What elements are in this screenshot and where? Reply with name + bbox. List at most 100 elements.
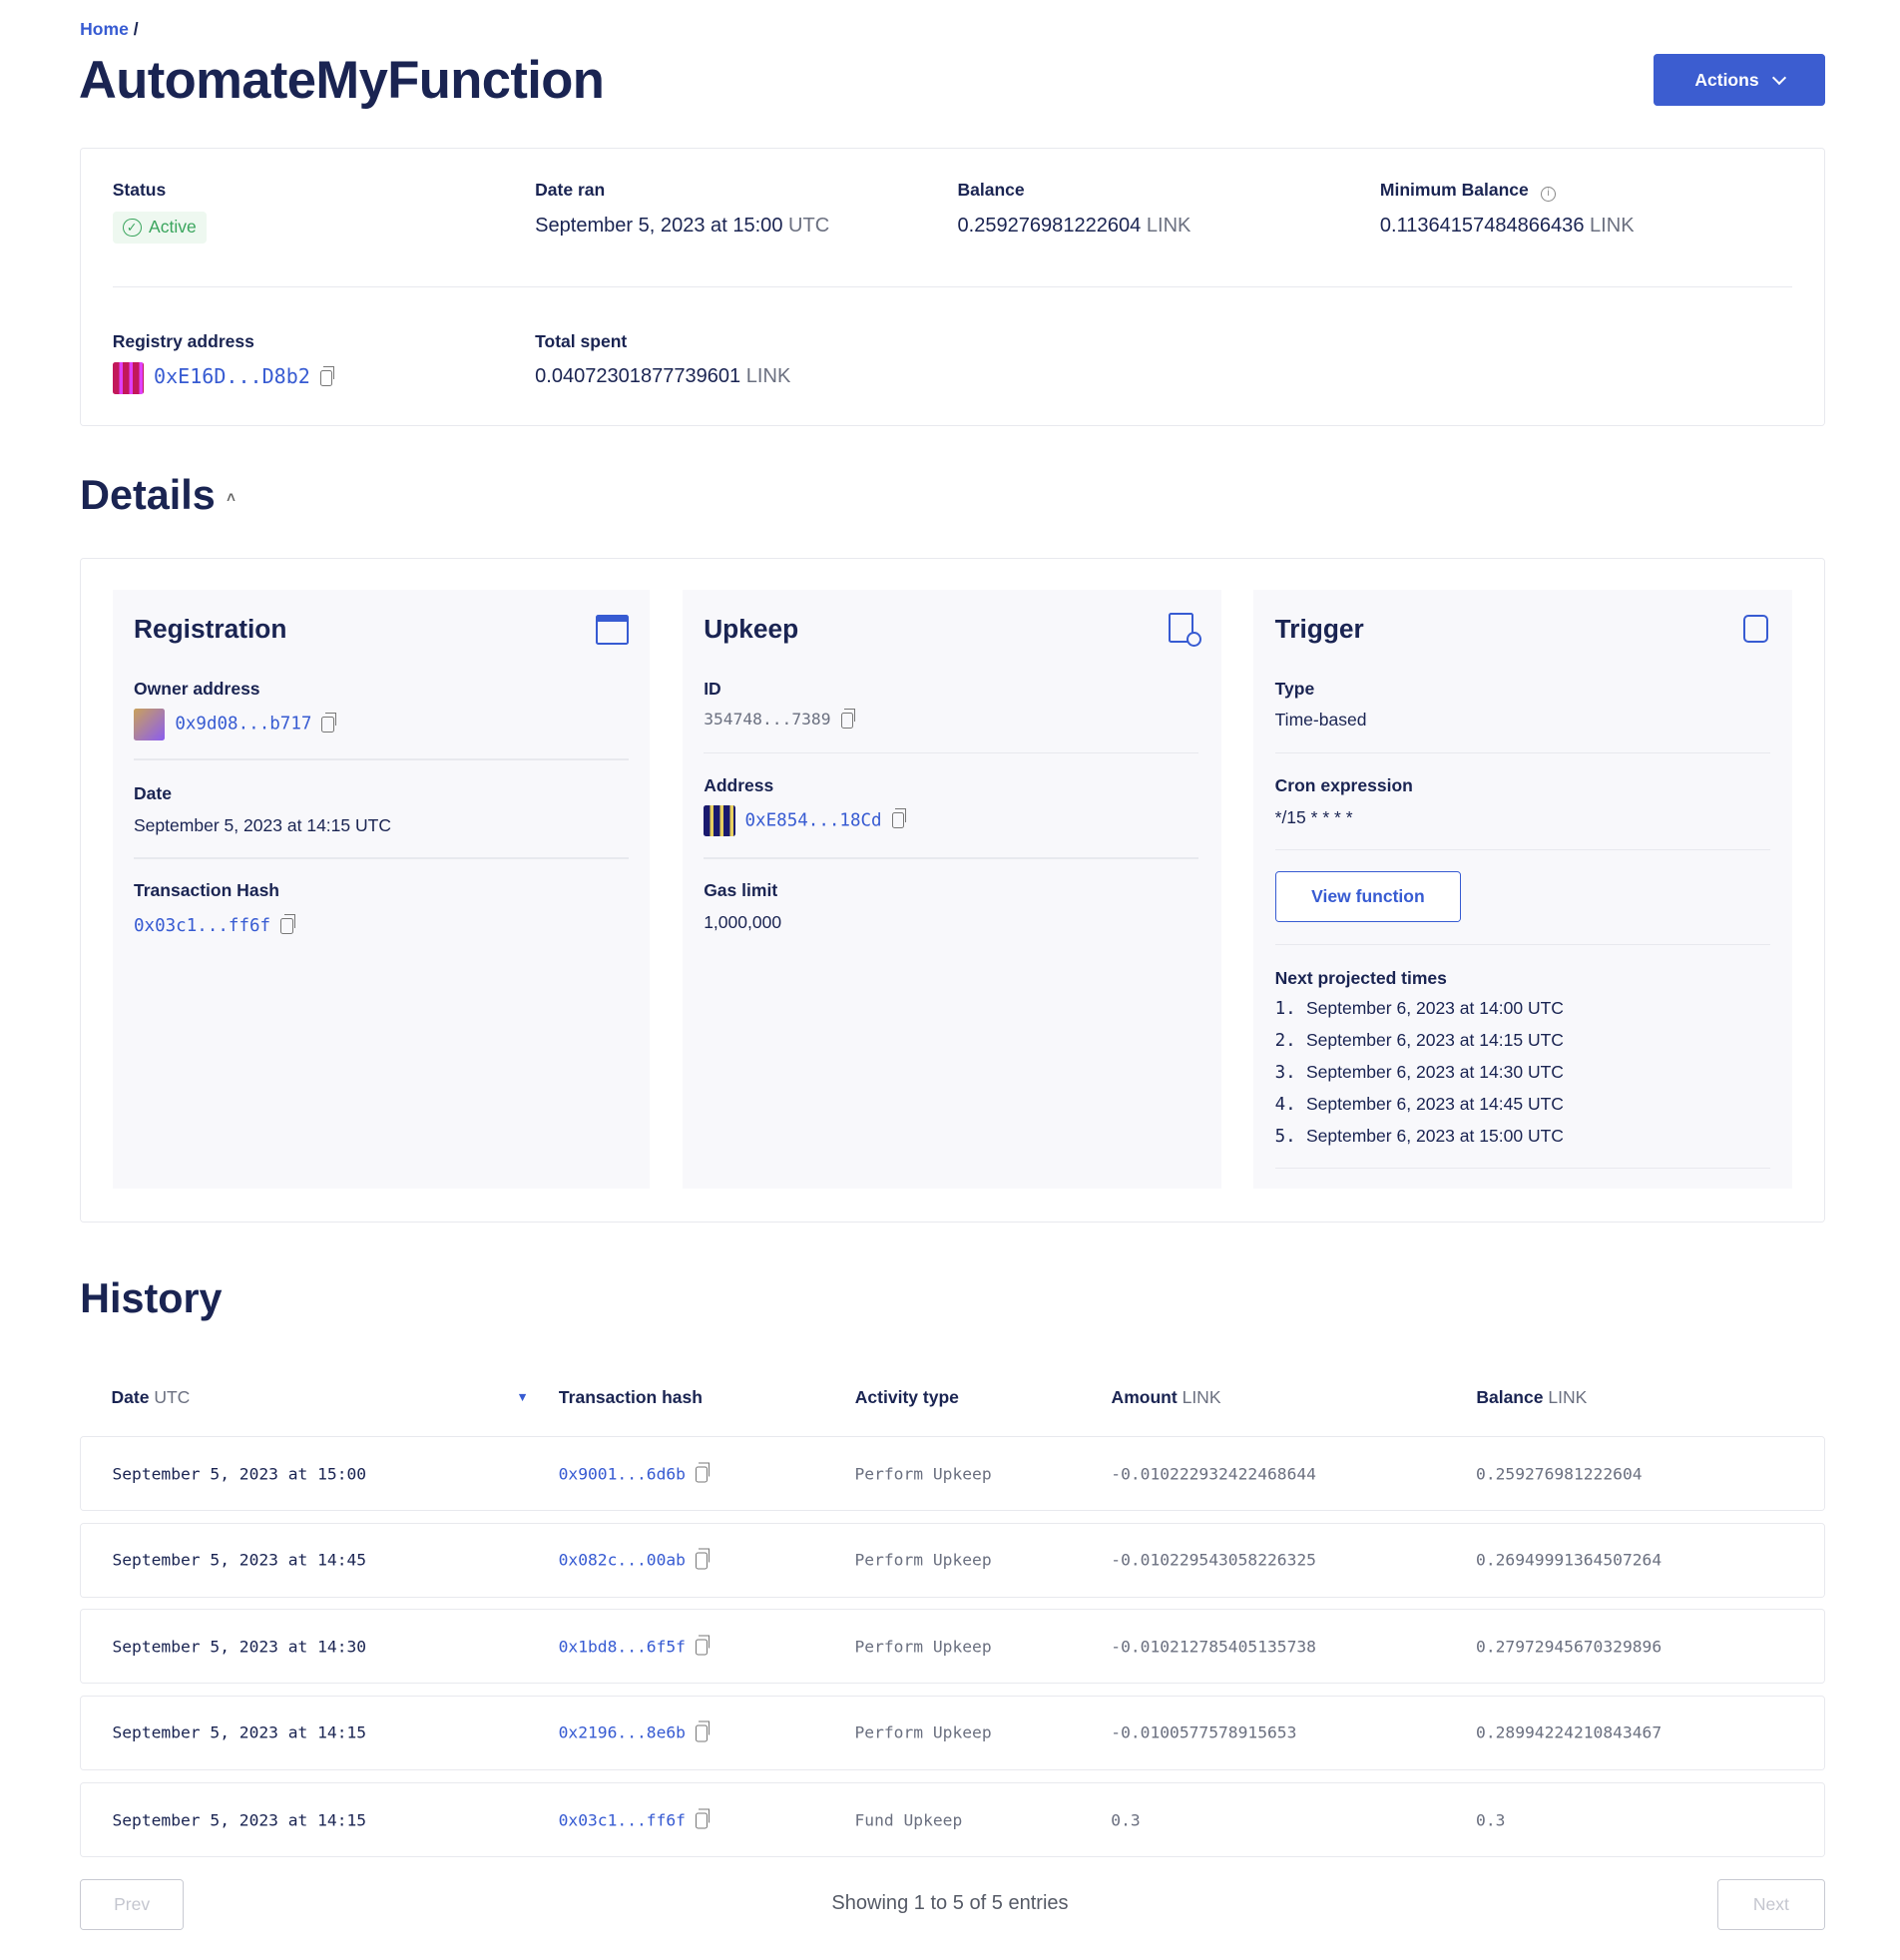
gas-limit-label: Gas limit — [704, 879, 778, 900]
row-balance: 0.28994224210843467 — [1476, 1722, 1662, 1742]
copy-icon[interactable] — [695, 1548, 711, 1570]
registration-date-value: September 5, 2023 at 14:15 UTC — [134, 814, 392, 835]
table-row: September 5, 2023 at 15:00 0x9001...6d6b P… — [80, 1436, 1825, 1512]
min-balance-text: 0.11364157484866436 — [1379, 215, 1585, 238]
registration-panel: Registration Owner address 0x9d08...b717… — [112, 590, 651, 1190]
row-activity-type: Perform Upkeep — [854, 1722, 992, 1742]
upkeep-id: 354748...7389 — [704, 708, 856, 730]
info-icon[interactable]: i — [1541, 187, 1557, 203]
row-hash-link[interactable]: 0x1bd8...6f5f — [558, 1637, 686, 1657]
tx-hash-label: Transaction Hash — [134, 879, 280, 900]
page-title: AutomateMyFunction — [78, 51, 605, 111]
prev-button[interactable]: Prev — [80, 1878, 185, 1930]
row-hash: 0x03c1...ff6f — [558, 1808, 711, 1830]
total-spent-label: Total spent — [535, 330, 628, 351]
divider — [1274, 752, 1770, 754]
date-ran-text: September 5, 2023 at 15:00 — [535, 215, 783, 238]
next-times-list: 1. September 6, 2023 at 14:00 UTC 2. Septe… — [1275, 998, 1564, 1158]
gas-limit-value: 1,000,000 — [704, 912, 782, 933]
column-header-balance: Balance LINK — [1476, 1387, 1587, 1408]
min-balance-unit: LINK — [1590, 215, 1635, 238]
row-hash-link[interactable]: 0x9001...6d6b — [558, 1464, 686, 1484]
owner-address-link[interactable]: 0x9d08...b717 — [175, 714, 312, 735]
next-time-number: 4. — [1274, 1094, 1296, 1115]
cron-value: */15 * * * * — [1274, 807, 1353, 828]
next-time-value: September 6, 2023 at 14:00 UTC — [1305, 997, 1564, 1018]
row-hash: 0x2196...8e6b — [558, 1720, 711, 1743]
calendar-icon — [596, 615, 630, 646]
divider — [112, 285, 1793, 288]
chevron-down-icon — [1771, 70, 1786, 85]
row-date: September 5, 2023 at 14:15 — [112, 1810, 367, 1830]
row-hash-link[interactable]: 0x082c...00ab — [558, 1550, 686, 1570]
row-hash-link[interactable]: 0x2196...8e6b — [558, 1722, 686, 1742]
copy-icon[interactable] — [321, 712, 336, 733]
upkeep-address-link[interactable]: 0xE854...18Cd — [744, 809, 882, 830]
total-spent-text: 0.04072301877739601 — [535, 364, 741, 387]
divider — [134, 857, 630, 859]
registration-title: Registration — [134, 614, 287, 645]
balance-text: 0.259276981222604 — [957, 215, 1142, 238]
row-hash: 0x9001...6d6b — [558, 1462, 711, 1484]
divider — [1274, 943, 1770, 945]
column-header-date[interactable]: Date UTC — [111, 1387, 190, 1408]
copy-icon[interactable] — [695, 1720, 711, 1742]
details-toggle[interactable]: Details ˄ — [80, 472, 236, 519]
row-date: September 5, 2023 at 14:30 — [112, 1637, 367, 1657]
copy-icon[interactable] — [695, 1635, 711, 1656]
table-row: September 5, 2023 at 14:15 0x03c1...ff6f F… — [80, 1782, 1825, 1858]
column-header-amount: Amount LINK — [1112, 1387, 1221, 1408]
min-balance-value: 0.11364157484866436 LINK — [1380, 215, 1635, 238]
copy-icon[interactable] — [319, 365, 335, 387]
table-row: September 5, 2023 at 14:30 0x1bd8...6f5f P… — [80, 1609, 1825, 1685]
next-times-label: Next projected times — [1274, 967, 1447, 988]
column-label: Date — [111, 1387, 150, 1408]
upkeep-address-label: Address — [704, 774, 774, 795]
details-heading: Details — [80, 472, 216, 519]
registry-address-link[interactable]: 0xE16D...D8b2 — [154, 364, 310, 389]
row-activity-type: Perform Upkeep — [854, 1464, 992, 1484]
copy-icon[interactable] — [695, 1462, 711, 1483]
row-date: September 5, 2023 at 15:00 — [112, 1464, 367, 1484]
next-time-number: 5. — [1274, 1126, 1296, 1147]
registry-address: 0xE16D...D8b2 — [112, 362, 335, 394]
view-function-button[interactable]: View function — [1274, 871, 1462, 923]
pagination-info: Showing 1 to 5 of 5 entries — [831, 1892, 1069, 1915]
trigger-type-label: Type — [1274, 679, 1315, 700]
copy-icon[interactable] — [280, 914, 295, 935]
row-activity-type: Fund Upkeep — [854, 1810, 963, 1830]
column-label: Transaction hash — [558, 1387, 703, 1408]
copy-icon[interactable] — [891, 808, 907, 829]
breadcrumb-home-link[interactable]: Home — [80, 18, 129, 39]
min-balance-label: Minimum Balance i — [1380, 180, 1557, 203]
upkeep-id-label: ID — [704, 679, 721, 700]
tx-hash: 0x03c1...ff6f — [134, 914, 295, 936]
table-row: September 5, 2023 at 14:45 0x082c...00ab P… — [80, 1522, 1825, 1598]
row-amount: 0.3 — [1111, 1810, 1141, 1830]
row-date: September 5, 2023 at 14:15 — [112, 1722, 367, 1742]
breadcrumb: Home / — [80, 19, 138, 40]
next-time-item: 5. September 6, 2023 at 15:00 UTC — [1275, 1126, 1564, 1158]
date-ran-label: Date ran — [535, 180, 606, 201]
actions-button[interactable]: Actions — [1654, 53, 1825, 107]
column-header-activity: Activity type — [855, 1387, 959, 1408]
sort-desc-icon[interactable]: ▼ — [516, 1389, 529, 1404]
row-hash-link[interactable]: 0x03c1...ff6f — [558, 1810, 686, 1830]
tx-hash-link[interactable]: 0x03c1...ff6f — [134, 915, 271, 936]
trigger-panel: Trigger Type Time-based Cron expression … — [1253, 590, 1793, 1190]
copy-icon[interactable] — [695, 1808, 711, 1829]
history-heading: History — [80, 1274, 223, 1321]
registry-label: Registry address — [112, 330, 254, 351]
column-label: Activity type — [854, 1387, 959, 1408]
cron-label: Cron expression — [1274, 774, 1413, 795]
table-row: September 5, 2023 at 14:15 0x2196...8e6b P… — [80, 1695, 1825, 1770]
status-value: Active — [149, 217, 197, 238]
column-unit: LINK — [1182, 1387, 1221, 1408]
next-time-value: September 6, 2023 at 14:45 UTC — [1305, 1093, 1564, 1114]
total-spent-unit: LINK — [745, 364, 791, 387]
registry-avatar — [112, 362, 145, 394]
copy-icon[interactable] — [840, 708, 856, 730]
next-button[interactable]: Next — [1717, 1878, 1825, 1930]
upkeep-title: Upkeep — [704, 614, 799, 645]
column-unit: UTC — [154, 1387, 191, 1408]
